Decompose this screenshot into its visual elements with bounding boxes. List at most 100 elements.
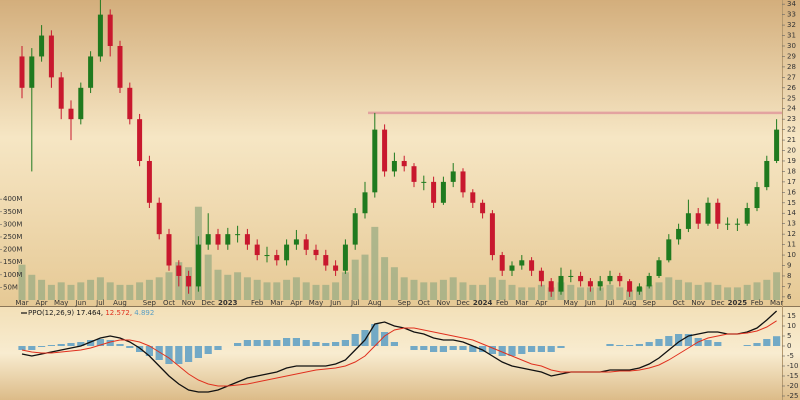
y-tick-label: 22 (787, 126, 796, 134)
candle-body (764, 160, 770, 188)
x-tick-label: Jun (329, 299, 341, 307)
x-tick-label: Nov (437, 299, 451, 307)
candle-body (274, 255, 280, 261)
candle-body (646, 275, 652, 287)
indicator-line (21, 320, 777, 387)
volume-bar (57, 282, 65, 300)
histogram-bar (302, 340, 310, 346)
volume-bar (136, 282, 144, 300)
candle-body (617, 275, 623, 282)
y-tick-label: 27 (787, 73, 796, 81)
volume-bar (87, 279, 95, 300)
candle-body (538, 270, 544, 282)
candle-body (19, 56, 25, 88)
y-tick-label: 19 (787, 157, 796, 165)
histogram-bar (479, 346, 487, 352)
x-tick-label: Feb (496, 299, 509, 307)
histogram-bar (165, 346, 173, 364)
candle-body (548, 281, 554, 292)
histogram-bar (626, 345, 634, 346)
y-tick-label: 21 (787, 136, 796, 144)
histogram-bar (18, 346, 26, 350)
volume-bar (753, 282, 761, 300)
volume-bar (106, 282, 114, 300)
histogram-bar (292, 338, 300, 346)
histogram-bar (704, 340, 712, 346)
histogram-bar (557, 346, 565, 348)
volume-bar (508, 284, 516, 300)
y-tick-label: 18 (787, 167, 796, 175)
volume-bar (322, 284, 330, 300)
histogram-bar (175, 346, 183, 364)
histogram-bar (420, 346, 428, 350)
candle-body (88, 56, 94, 88)
candle-body (68, 108, 74, 120)
candle-body (372, 129, 378, 193)
histogram-bar (498, 346, 506, 356)
candle-body (587, 281, 593, 287)
candle-body (313, 249, 319, 256)
x-tick-label: Sep (643, 299, 657, 307)
histogram-bar (77, 342, 85, 346)
x-tick-label: May (564, 299, 578, 307)
histogram-bar (684, 334, 692, 346)
volume-bar (390, 267, 398, 300)
volume-tick-label: 50M (3, 283, 18, 291)
candle-body (568, 275, 574, 277)
histogram-bar (67, 343, 75, 346)
indicator-label: PPO(12,26,9) 17.464, 12.572, 4.892 (28, 309, 154, 317)
y-tick-label: 33 (787, 11, 796, 19)
indicator-line (21, 310, 778, 393)
histogram-bar (106, 340, 114, 346)
histogram-bar (753, 343, 761, 346)
candle-body (342, 244, 348, 271)
y-tick-label: 15 (787, 199, 796, 207)
x-tick-label: Oct (418, 299, 430, 307)
histogram-bar (449, 346, 457, 350)
volume-bar (126, 284, 134, 300)
candle-body (195, 244, 201, 287)
volume-bar (38, 279, 46, 300)
y-tick-label: 5 (787, 332, 791, 340)
candle-body (460, 171, 466, 193)
y-tick-label: -25 (787, 392, 798, 400)
histogram-bar (488, 346, 496, 354)
y-tick-label: 17 (787, 178, 796, 186)
candle-body (352, 213, 358, 245)
x-tick-label: Mar (515, 299, 528, 307)
candle-body (146, 160, 152, 203)
ppo-panel (0, 307, 800, 400)
candle-body (695, 213, 701, 224)
histogram-bar (38, 346, 46, 347)
x-tick-label: Aug (113, 299, 127, 307)
candle-body (715, 202, 721, 224)
histogram-bar (675, 334, 683, 346)
y-tick-label: 14 (787, 209, 796, 217)
candle-body (293, 239, 299, 245)
volume-bar (145, 279, 153, 300)
volume-bar (204, 254, 212, 300)
candle-body (685, 213, 691, 229)
volume-bar (488, 277, 496, 300)
volume-bar (273, 282, 281, 300)
y-tick-label: 15 (787, 312, 796, 320)
candle-body (48, 35, 54, 78)
candle-body (176, 265, 182, 276)
histogram-bar (234, 343, 242, 346)
legend-text: PPO(12,26,9) (28, 309, 74, 317)
volume-bar (292, 277, 300, 300)
volume-bar (449, 277, 457, 300)
volume-bar (528, 287, 536, 300)
y-tick-label: 10 (787, 322, 796, 330)
volume-bar (518, 287, 526, 300)
histogram-bar (537, 346, 545, 352)
candle-body (519, 260, 525, 266)
volume-bar (459, 282, 467, 300)
histogram-bar (283, 338, 291, 346)
volume-bar (96, 277, 104, 300)
histogram-bar (763, 339, 771, 346)
candle-body (450, 171, 456, 182)
volume-bar (645, 284, 653, 300)
volume-bar (498, 279, 506, 300)
volume-bar (351, 259, 359, 300)
